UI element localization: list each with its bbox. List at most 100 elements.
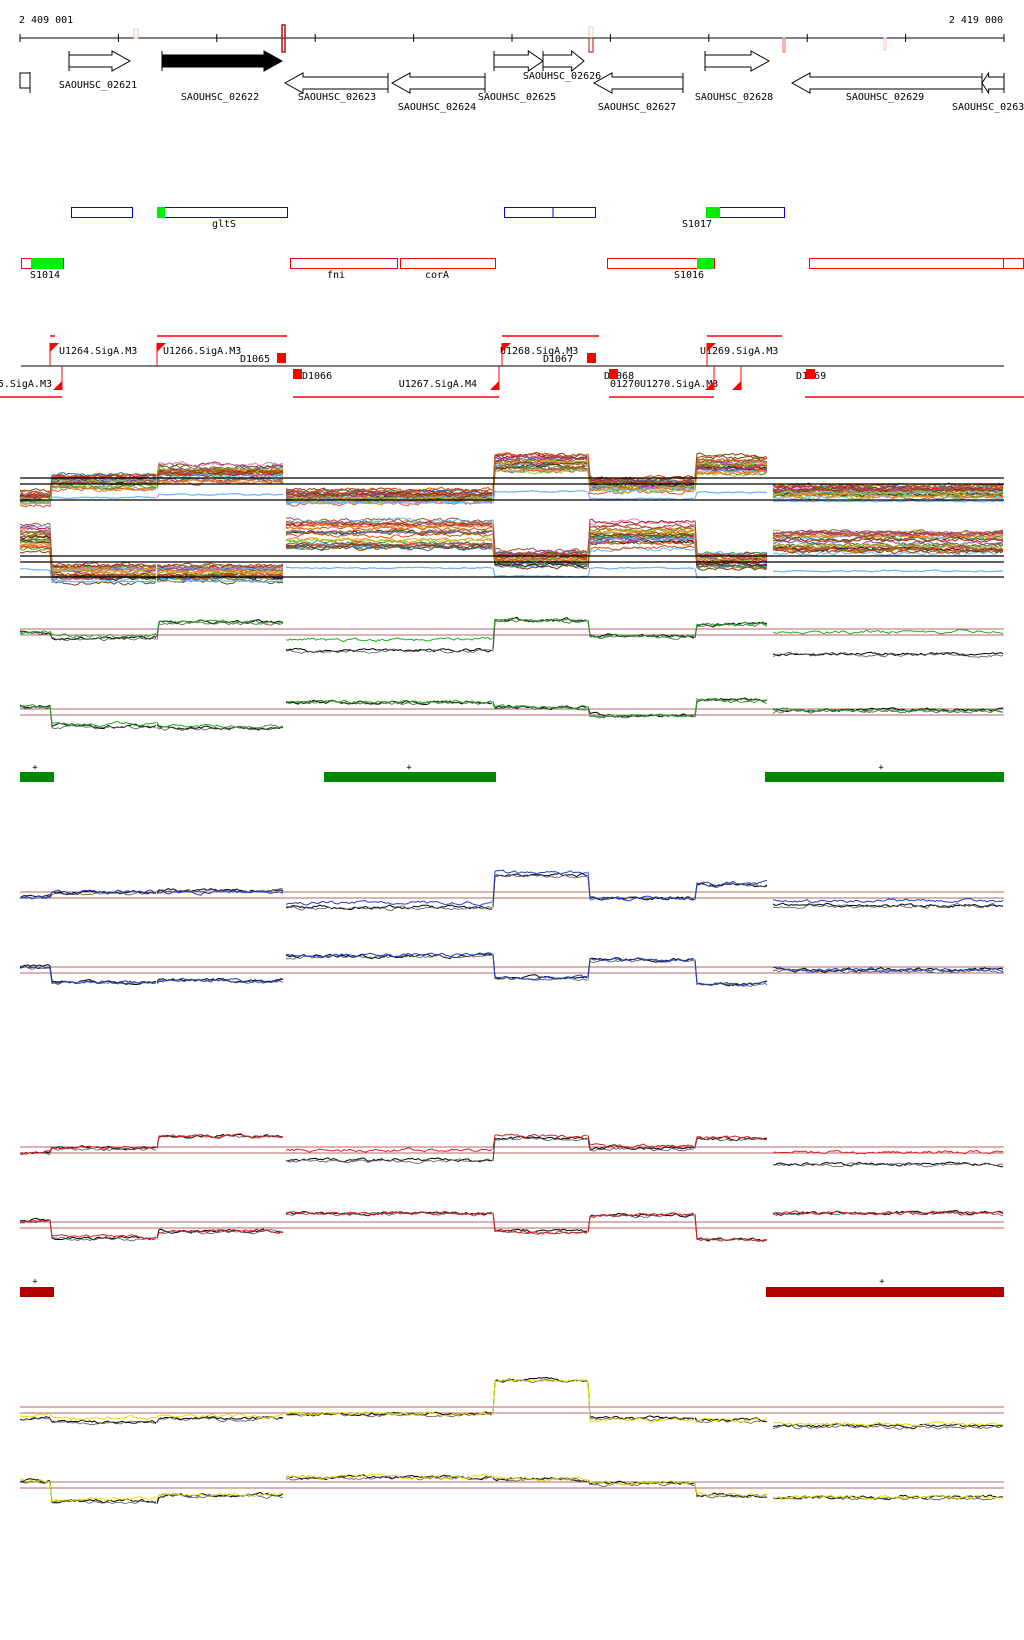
promoter-label[interactable]: D1068 [604,371,634,382]
segment-bar[interactable] [20,1287,54,1297]
highlight-block [31,258,63,269]
gene-arrow[interactable] [592,72,684,94]
expression-trace [19,952,1004,986]
expression-trace [19,1211,1004,1242]
promoter-label[interactable]: U1270.SigA.M3 [640,379,718,390]
expression-trace [19,616,1004,657]
gene-arrow[interactable] [981,71,1005,95]
gene-label: SAOUHSC_02629 [846,92,924,103]
expression-trace [19,1134,1004,1168]
strand-plus: + [879,1277,885,1287]
terminator-icon [609,369,618,379]
marker [588,26,594,39]
green-segments: + + + [20,763,1004,782]
ruler-start-label: 2 409 001 [19,15,73,26]
ruler: 2 409 001 2 419 000 [19,15,1005,53]
marker [588,37,594,53]
expression-trace [19,451,1004,495]
promoter-label[interactable]: U1266.SigA.M3 [163,346,241,357]
terminator-icon [293,369,302,379]
expression-trace [19,1473,1004,1502]
gene-arrow[interactable] [283,72,389,94]
gene-label: SAOUHSC_0263 [952,102,1024,113]
feature-label: S1016 [674,270,704,281]
expression-trace [19,1133,1004,1155]
minus-strand-feature[interactable] [400,258,496,269]
strand-plus: + [32,1277,38,1287]
gene-arrow[interactable] [790,72,983,94]
promoter-flag-icon [50,343,59,352]
minus-strand-feature[interactable] [607,258,715,269]
marker [782,37,786,53]
marker [883,37,887,51]
strand-plus: + [32,763,38,773]
promoter-label[interactable]: U1269.SigA.M3 [700,346,778,357]
minus-strand-feature[interactable] [809,258,1004,269]
feature-label: fni [327,270,345,281]
gene-arrow[interactable] [68,50,132,72]
terminator-icon [277,353,286,363]
expression-trace [19,1475,1004,1504]
gene-label: SAOUHSC_02623 [298,92,376,103]
promoter-flag-icon [490,381,499,390]
promoter-label[interactable]: U1268.SigA.M3 [500,346,578,357]
expression-trace [19,697,1004,729]
highlight-block [157,207,165,218]
gene-arrow[interactable] [493,50,544,72]
gene-arrow[interactable] [704,50,771,72]
plus-strand-feature[interactable] [157,207,288,218]
segment-bar[interactable] [20,772,54,782]
ruler-ticks [19,34,1005,42]
feature-label: gltS [212,219,236,230]
segment-bar[interactable] [324,772,496,782]
promoter-label[interactable]: 5.SigA.M3 [0,379,52,390]
promoter-label[interactable]: D1067 [543,354,573,365]
marker [281,24,286,53]
gene-label: SAOUHSC_02622 [181,92,259,103]
expression-trace [19,617,1003,643]
expression-traces [19,451,1004,1504]
feature-label: corA [425,270,449,281]
terminator-icon [806,369,815,379]
plus-strand-feature[interactable] [504,207,596,218]
gene-arrow[interactable] [161,50,284,72]
promoter-label[interactable]: D1066 [302,371,332,382]
gene-box[interactable] [19,72,31,89]
expression-trace [19,619,1004,658]
gene-label: SAOUHSC_02627 [598,102,676,113]
red-segments: + + [20,1277,1004,1297]
strand-plus: + [878,763,884,773]
expression-trace [19,531,1004,581]
marker [133,28,139,39]
highlight-block [706,207,720,218]
gene-arrow[interactable] [390,72,486,94]
gene-label: SAOUHSC_02626 [523,71,601,82]
promoter-label[interactable]: D1065 [240,354,270,365]
promoter-flag-icon [53,381,62,390]
minus-strand-feature[interactable] [1003,258,1024,269]
plus-strand-feature[interactable] [71,207,133,218]
strand-plus: + [406,763,412,773]
segment-bar[interactable] [766,1287,1004,1297]
expression-trace [19,1378,1004,1430]
feature-label: S1014 [30,270,60,281]
expression-trace [19,869,1004,907]
promoter-flag-icon [157,343,166,352]
promoter-label[interactable]: U1267.SigA.M4 [399,379,477,390]
feature-label: S1017 [682,219,712,230]
expression-trace [19,697,1004,731]
gene-label: SAOUHSC_02625 [478,92,556,103]
minus-strand-feature[interactable] [290,258,398,269]
promoter-flag-icon [705,381,714,390]
gene-label: SAOUHSC_02621 [59,80,137,91]
gene-arrow[interactable] [542,49,585,73]
highlight-block [697,258,714,269]
promoter-flag-icon [707,343,716,352]
promoter-label[interactable]: 01270 [610,379,640,390]
promoter-label[interactable]: U1264.SigA.M3 [59,346,137,357]
promoter-track: U1264.SigA.M3 U1266.SigA.M3 U1268.SigA.M… [0,335,1024,398]
gene-label: SAOUHSC_02628 [695,92,773,103]
expression-trace [19,1376,1004,1430]
segment-bar[interactable] [765,772,1004,782]
